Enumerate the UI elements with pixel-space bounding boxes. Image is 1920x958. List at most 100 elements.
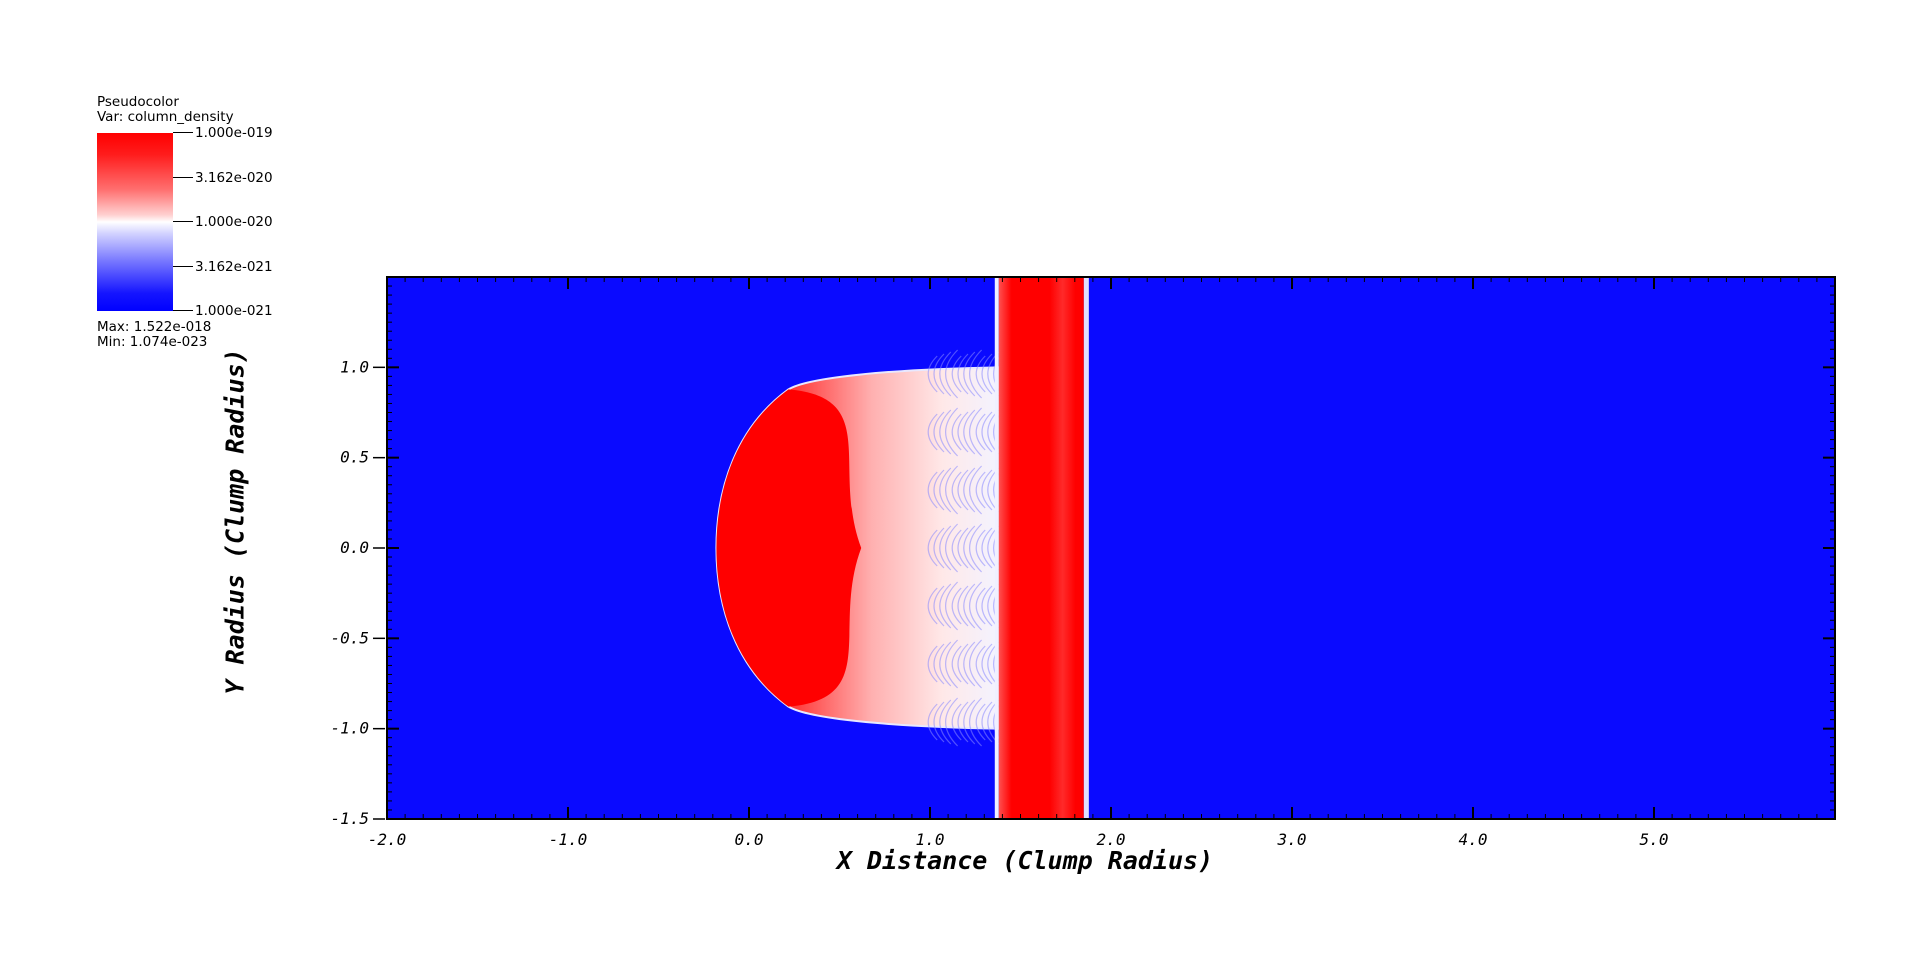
ripple-arc <box>933 701 945 743</box>
ripple-arc <box>969 581 983 631</box>
ripple-arc <box>927 645 938 683</box>
x-axis-label: X Distance (Clump Radius) <box>836 846 1214 875</box>
ripple-arc <box>933 585 945 627</box>
ripple-arc <box>981 643 993 685</box>
ripple-arc <box>939 409 952 455</box>
ripple-arc <box>927 471 938 509</box>
ripple-arc <box>951 355 962 393</box>
clump-core <box>716 389 862 707</box>
ripple-arc <box>981 353 993 395</box>
ripple-arc <box>951 645 962 683</box>
y-tick-label: 1.0 <box>340 357 369 376</box>
x-tick-label: 5.0 <box>1640 830 1669 849</box>
ripple-arc <box>951 587 962 625</box>
ripple-arc <box>951 413 962 451</box>
x-tick-label: 4.0 <box>1459 830 1488 849</box>
ripple-arc <box>969 697 983 747</box>
ripple-arc <box>975 413 986 451</box>
ripple-arc <box>933 411 945 453</box>
ripple-arc <box>945 523 959 573</box>
ripple-arc <box>963 467 976 513</box>
ripple-arc <box>981 527 993 569</box>
ripple-arc <box>975 703 986 741</box>
legend-min: Min: 1.074e-023 <box>97 334 208 350</box>
ripple-arc <box>957 643 969 685</box>
ripple-arc <box>945 639 959 689</box>
y-tick-label: -0.5 <box>330 628 369 647</box>
ripple-arc <box>981 701 993 743</box>
ripple-arc <box>981 585 993 627</box>
y-tick-label: -1.5 <box>330 809 369 828</box>
ripple-arc <box>933 527 945 569</box>
ripple-arc <box>945 581 959 631</box>
ripple-arc <box>957 701 969 743</box>
ripple-arc <box>927 413 938 451</box>
colorbar-legend: Pseudocolor Var: column_density 1.000e-0… <box>97 95 327 355</box>
heatmap-background <box>387 277 1835 819</box>
ripple-arc <box>975 471 986 509</box>
x-tick-label: -1.0 <box>549 830 588 849</box>
ripple-arc <box>933 643 945 685</box>
colorbar-tick-label: 1.000e-021 <box>195 303 273 319</box>
ripple-arc <box>939 525 952 571</box>
ripple-arc <box>927 355 938 393</box>
colorbar <box>97 133 173 311</box>
legend-extrema: Max: 1.522e-018 Min: 1.074e-023 <box>97 320 211 350</box>
ripple-arc <box>939 351 952 397</box>
colorbar-tick-label: 1.000e-020 <box>195 214 273 230</box>
ripple-arc <box>969 349 983 399</box>
ripple-arc <box>945 349 959 399</box>
ripple-arc <box>957 585 969 627</box>
ripple-arc <box>957 411 969 453</box>
ripple-arc <box>975 529 986 567</box>
ripple-arc <box>963 525 976 571</box>
ripple-arc <box>981 469 993 511</box>
ripple-arc <box>951 471 962 509</box>
ripple-arc <box>963 409 976 455</box>
ripple-arc <box>969 465 983 515</box>
legend-variable: Var: column_density <box>97 109 234 125</box>
ripple-arc <box>957 527 969 569</box>
ripple-arc <box>975 645 986 683</box>
slab-right-edge <box>1083 277 1089 819</box>
x-tick-label: 0.0 <box>735 830 764 849</box>
ripple-arc <box>957 353 969 395</box>
y-axis-label: Y Radius (Clump Radius) <box>220 348 250 695</box>
ripple-arc <box>945 465 959 515</box>
ripple-arc <box>969 639 983 689</box>
ripple-arc <box>957 469 969 511</box>
ripple-arc <box>927 587 938 625</box>
y-tick-label: 0.5 <box>340 448 369 467</box>
ripple-arc <box>969 523 983 573</box>
y-tick-label: 0.0 <box>340 538 369 557</box>
ripple-arc <box>939 467 952 513</box>
x-tick-label: -2.0 <box>368 830 407 849</box>
y-tick-label: -1.0 <box>330 719 369 738</box>
ripple-arc <box>945 407 959 457</box>
slab-region <box>998 277 1084 819</box>
legend-plot-type: Pseudocolor <box>97 94 179 110</box>
ripple-arc <box>945 697 959 747</box>
ripple-arc <box>933 469 945 511</box>
colorbar-tick-label: 3.162e-021 <box>195 258 273 275</box>
ripple-arc <box>975 355 986 393</box>
ripple-arc <box>933 353 945 395</box>
x-tick-label: 3.0 <box>1277 830 1307 849</box>
ripple-arc <box>969 407 983 457</box>
colorbar-tick-label: 1.000e-019 <box>195 125 273 141</box>
ripple-arc <box>963 641 976 687</box>
ripple-arc <box>981 411 993 453</box>
ripple-arc <box>927 703 938 741</box>
legend-max: Max: 1.522e-018 <box>97 319 212 335</box>
x-tick-label: 1.0 <box>916 830 945 849</box>
ripple-arc <box>975 587 986 625</box>
ripple-arc <box>963 351 976 397</box>
ripple-arc <box>939 641 952 687</box>
ripple-arc <box>939 699 952 745</box>
ripple-arc <box>939 583 952 629</box>
ripple-arc <box>951 529 962 567</box>
slab-left-edge <box>994 277 999 819</box>
ripple-arc <box>963 699 976 745</box>
ripple-arc <box>927 529 938 567</box>
